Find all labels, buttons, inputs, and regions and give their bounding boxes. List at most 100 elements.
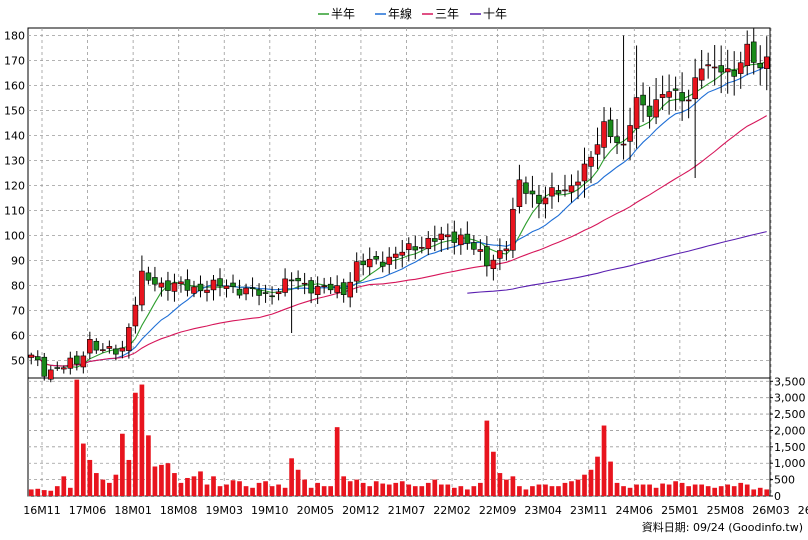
volume-bar [328,486,334,496]
volume-bar [224,484,229,496]
candle-body [119,347,126,352]
price-tick-label: 130 [4,155,25,168]
candle-body [705,64,711,67]
candle-body [392,253,399,258]
candle-body [126,327,132,351]
candle-body [47,369,54,380]
volume-bar [373,481,379,496]
moving-average-lines [31,61,767,368]
volume-bar [582,474,587,496]
time-tick-label: 26M09 [798,504,808,517]
volume-bar [621,486,626,496]
candle-body [210,279,217,291]
candle-body [542,197,549,205]
volume-bar [354,479,360,496]
volume-bar [406,484,412,496]
candle-body [685,99,692,102]
volume-bar [595,456,600,496]
volume-bar [419,486,425,496]
volume-bar [569,481,574,496]
volume-bar [165,463,171,496]
candle-body [568,185,575,193]
legend-label-0: 半年 [331,7,355,21]
candle-body [34,356,41,361]
candle-body [620,143,627,146]
time-tick-label: 23M11 [570,504,608,517]
volume-bar [399,481,405,496]
volume-bar [61,476,67,496]
candle-body [74,355,80,365]
price-tick-label: 120 [4,180,25,193]
candle-body [275,291,282,295]
volume-bar [432,479,438,496]
volume-bar [100,479,106,496]
volume-bar [334,427,340,496]
volume-bar [725,484,731,496]
volume-bar [107,482,112,496]
volume-bar [191,476,197,496]
time-tick-label: 18M01 [114,504,152,517]
time-tick-label: 25M08 [707,504,745,517]
candle-body [581,163,588,182]
candle-body [41,356,48,377]
price-tick-label: 80 [11,280,25,293]
price-tick-label: 150 [4,105,25,118]
candle-body [679,92,685,102]
volume-bar [478,482,483,496]
chart-legend: 半年 年線 三年 十年 [318,6,507,21]
volume-bar [289,458,294,496]
time-tick-label: 21M07 [388,504,426,517]
candle-body [750,41,757,63]
time-tick-label: 24M06 [616,504,654,517]
candle-body [549,187,555,197]
candle-body [737,62,744,74]
candle-body [223,285,230,289]
candle-body [171,282,178,292]
volume-bar [152,466,158,496]
candle-body [464,233,471,244]
volume-bar [347,481,353,496]
volume-bar [211,476,216,496]
volume-bar [425,482,431,496]
candle-body [87,339,93,354]
candle-body [366,258,373,268]
volume-tick-label: 3,500 [774,375,806,388]
price-tick-label: 140 [4,130,25,143]
candle-body [601,121,607,148]
volume-bar [67,487,73,496]
price-panel [27,27,771,379]
volume-panel [27,377,771,497]
candle-body [536,194,542,204]
candle-body [295,277,301,282]
volume-axis: 0 500 1,000 1,500 2,000 2,500 3,000 3,500 [770,375,806,503]
volume-bar [393,482,399,496]
volume-bar [295,469,301,496]
candle-body [497,250,503,259]
time-tick-label: 23M04 [524,504,562,517]
candle-body [477,249,484,252]
candle-body [510,208,516,251]
volume-bar [178,482,184,496]
candle-body [445,234,451,238]
candle-body [588,156,594,167]
candle-body [614,136,620,143]
volume-bar [712,487,718,496]
candle-body [360,260,367,266]
candle-body [178,281,184,285]
volume-bar [243,486,249,496]
volume-bar [282,487,288,496]
candle-body [757,62,764,69]
candle-body [54,367,61,369]
volume-bar [146,435,151,496]
candle-body [217,278,223,287]
volume-bar [198,471,203,496]
volume-bar [237,481,242,496]
volume-bar [679,482,685,496]
candle-body [640,94,646,106]
time-tick-label: 26M03 [752,504,790,517]
time-tick-label: 16M11 [23,504,61,517]
candle-body [113,348,119,355]
volume-bar [686,486,691,496]
candle-body [379,261,386,267]
time-tick-label: 18M08 [160,504,198,517]
